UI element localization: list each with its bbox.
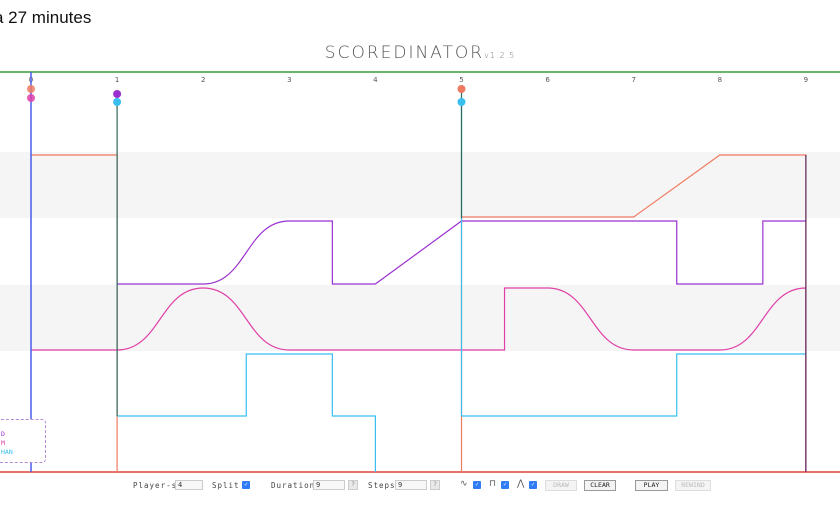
ruler-tick-9: 9 — [804, 76, 808, 84]
ruler-tick-2: 2 — [201, 76, 205, 84]
steps-help-button[interactable]: ? — [430, 480, 440, 490]
legend-item-3: HAN — [1, 448, 13, 456]
marker-orange-0 — [27, 85, 35, 93]
linear-curve-icon: ⋀ — [517, 479, 525, 489]
ruler-tick-6: 6 — [545, 76, 550, 84]
player-legend: D M HAN — [0, 419, 46, 463]
control-bar: Player-s Split ✓ Duration ? Steps ? ∿ ✓ … — [0, 478, 840, 498]
split-checkbox[interactable]: ✓ — [242, 481, 250, 489]
lane-band-2 — [0, 285, 840, 351]
lane-band-1 — [0, 152, 840, 218]
ruler-tick-4: 4 — [373, 76, 378, 84]
steps-input[interactable] — [395, 480, 427, 490]
duration-input[interactable] — [313, 480, 345, 490]
marker-purple-1 — [113, 90, 122, 98]
split-label: Split — [212, 481, 240, 490]
duration-label: Duration — [271, 481, 316, 490]
players-input[interactable] — [175, 480, 203, 490]
app-title: SCOREDINATORv1.2.5 — [0, 43, 840, 63]
ruler-tick-7: 7 — [631, 76, 635, 84]
rewind-button[interactable]: REWIND — [675, 480, 711, 491]
sine-curve-icon: ∿ — [460, 479, 468, 489]
marker-pink-0 — [27, 94, 35, 102]
notification-text: à 27 minutes — [0, 8, 92, 27]
ruler-tick-8: 8 — [718, 76, 722, 84]
clear-button[interactable]: CLEAR — [584, 480, 616, 491]
linear-checkbox[interactable]: ✓ — [529, 481, 537, 489]
duration-help-button[interactable]: ? — [348, 480, 358, 490]
app-title-text: SCOREDINATOR — [324, 43, 485, 63]
players-label: Player-s — [133, 481, 178, 490]
marker-cyan-5 — [457, 98, 466, 106]
score-canvas[interactable]: 0123456789 — [0, 0, 840, 480]
sine-checkbox[interactable]: ✓ — [473, 481, 481, 489]
player-pink-curve — [31, 287, 807, 472]
app-version: v1.2.5 — [484, 51, 516, 60]
steps-label: Steps — [368, 481, 396, 490]
player-cyan-curve — [117, 102, 806, 472]
square-checkbox[interactable]: ✓ — [501, 481, 509, 489]
legend-item-1: D — [1, 430, 5, 438]
ruler-tick-1: 1 — [115, 76, 119, 84]
ruler-tick-3: 3 — [287, 76, 291, 84]
marker-cyan-1 — [113, 98, 122, 106]
ruler-tick-5: 5 — [459, 76, 463, 84]
player-purple-curve — [117, 220, 806, 285]
square-curve-icon: ⊓ — [489, 479, 497, 489]
draw-button[interactable]: DRAW — [545, 480, 577, 491]
marker-orange-5 — [457, 85, 466, 93]
play-button[interactable]: PLAY — [635, 480, 668, 491]
legend-item-2: M — [1, 439, 5, 447]
